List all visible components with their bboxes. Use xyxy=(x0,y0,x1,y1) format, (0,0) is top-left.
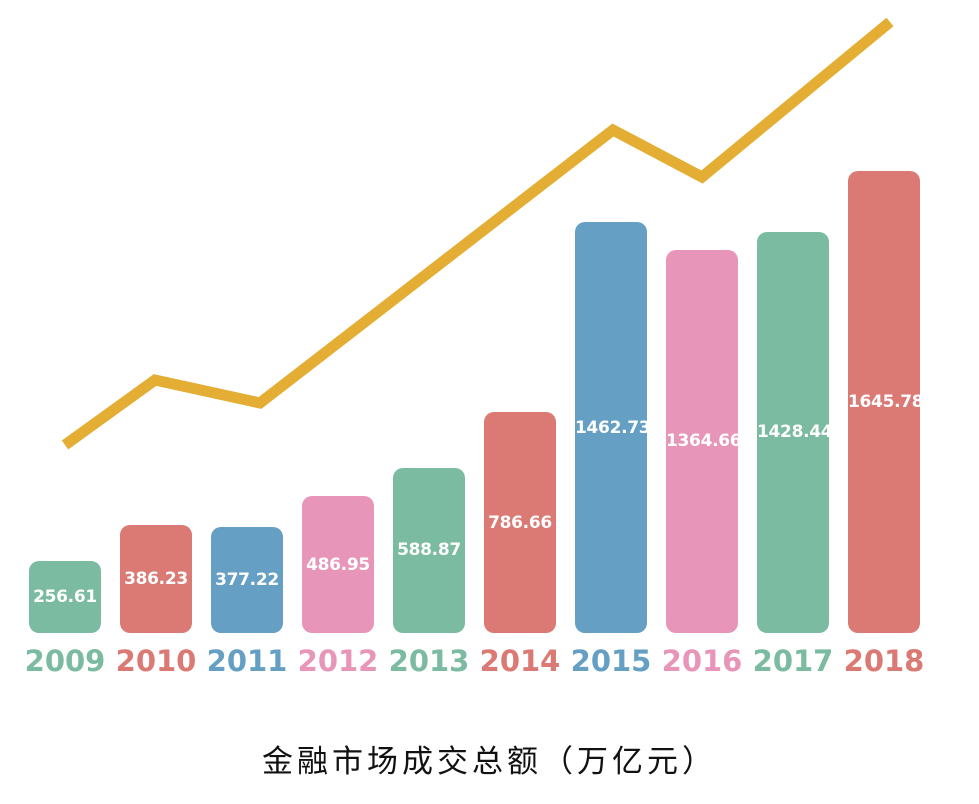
year-label-2012: 2012 xyxy=(297,644,379,678)
year-label-2018: 2018 xyxy=(843,644,925,678)
chart-title: 金融市场成交总额（万亿元） xyxy=(262,744,717,780)
bar-value-label: 1364.66 xyxy=(666,431,742,452)
year-label-2017: 2017 xyxy=(752,644,834,678)
bar-2010: 386.23 xyxy=(120,524,192,633)
year-label-2016: 2016 xyxy=(661,644,743,678)
year-label-2011: 2011 xyxy=(206,644,288,678)
bar-value-label: 1645.78 xyxy=(848,392,924,412)
bar-2017: 1428.44 xyxy=(757,232,833,633)
bar-value-label: 386.23 xyxy=(124,568,188,589)
bar-2012: 486.95 xyxy=(302,496,374,633)
year-label-2010: 2010 xyxy=(115,644,197,678)
year-label-2015: 2015 xyxy=(570,644,652,678)
bar-value-label: 377.22 xyxy=(215,570,279,591)
bar-2015: 1462.73 xyxy=(575,222,651,633)
bar-2016: 1364.66 xyxy=(666,249,742,633)
year-label-2013: 2013 xyxy=(388,644,470,678)
year-label-2009: 2009 xyxy=(24,644,106,678)
bar-value-label: 1462.73 xyxy=(575,417,651,438)
bar-2018: 1645.78 xyxy=(848,171,924,633)
bar-2014: 786.66 xyxy=(484,412,556,633)
bar-value-label: 588.87 xyxy=(397,540,461,561)
bar-value-label: 486.95 xyxy=(306,554,370,575)
bar-2009: 256.61 xyxy=(29,560,101,633)
bar-value-label: 1428.44 xyxy=(757,422,833,443)
year-label-2014: 2014 xyxy=(479,644,561,678)
bar-2013: 588.87 xyxy=(393,467,465,633)
bar-value-label: 256.61 xyxy=(33,586,97,607)
bar-value-label: 786.66 xyxy=(488,512,552,533)
bar-2011: 377.22 xyxy=(211,527,283,633)
